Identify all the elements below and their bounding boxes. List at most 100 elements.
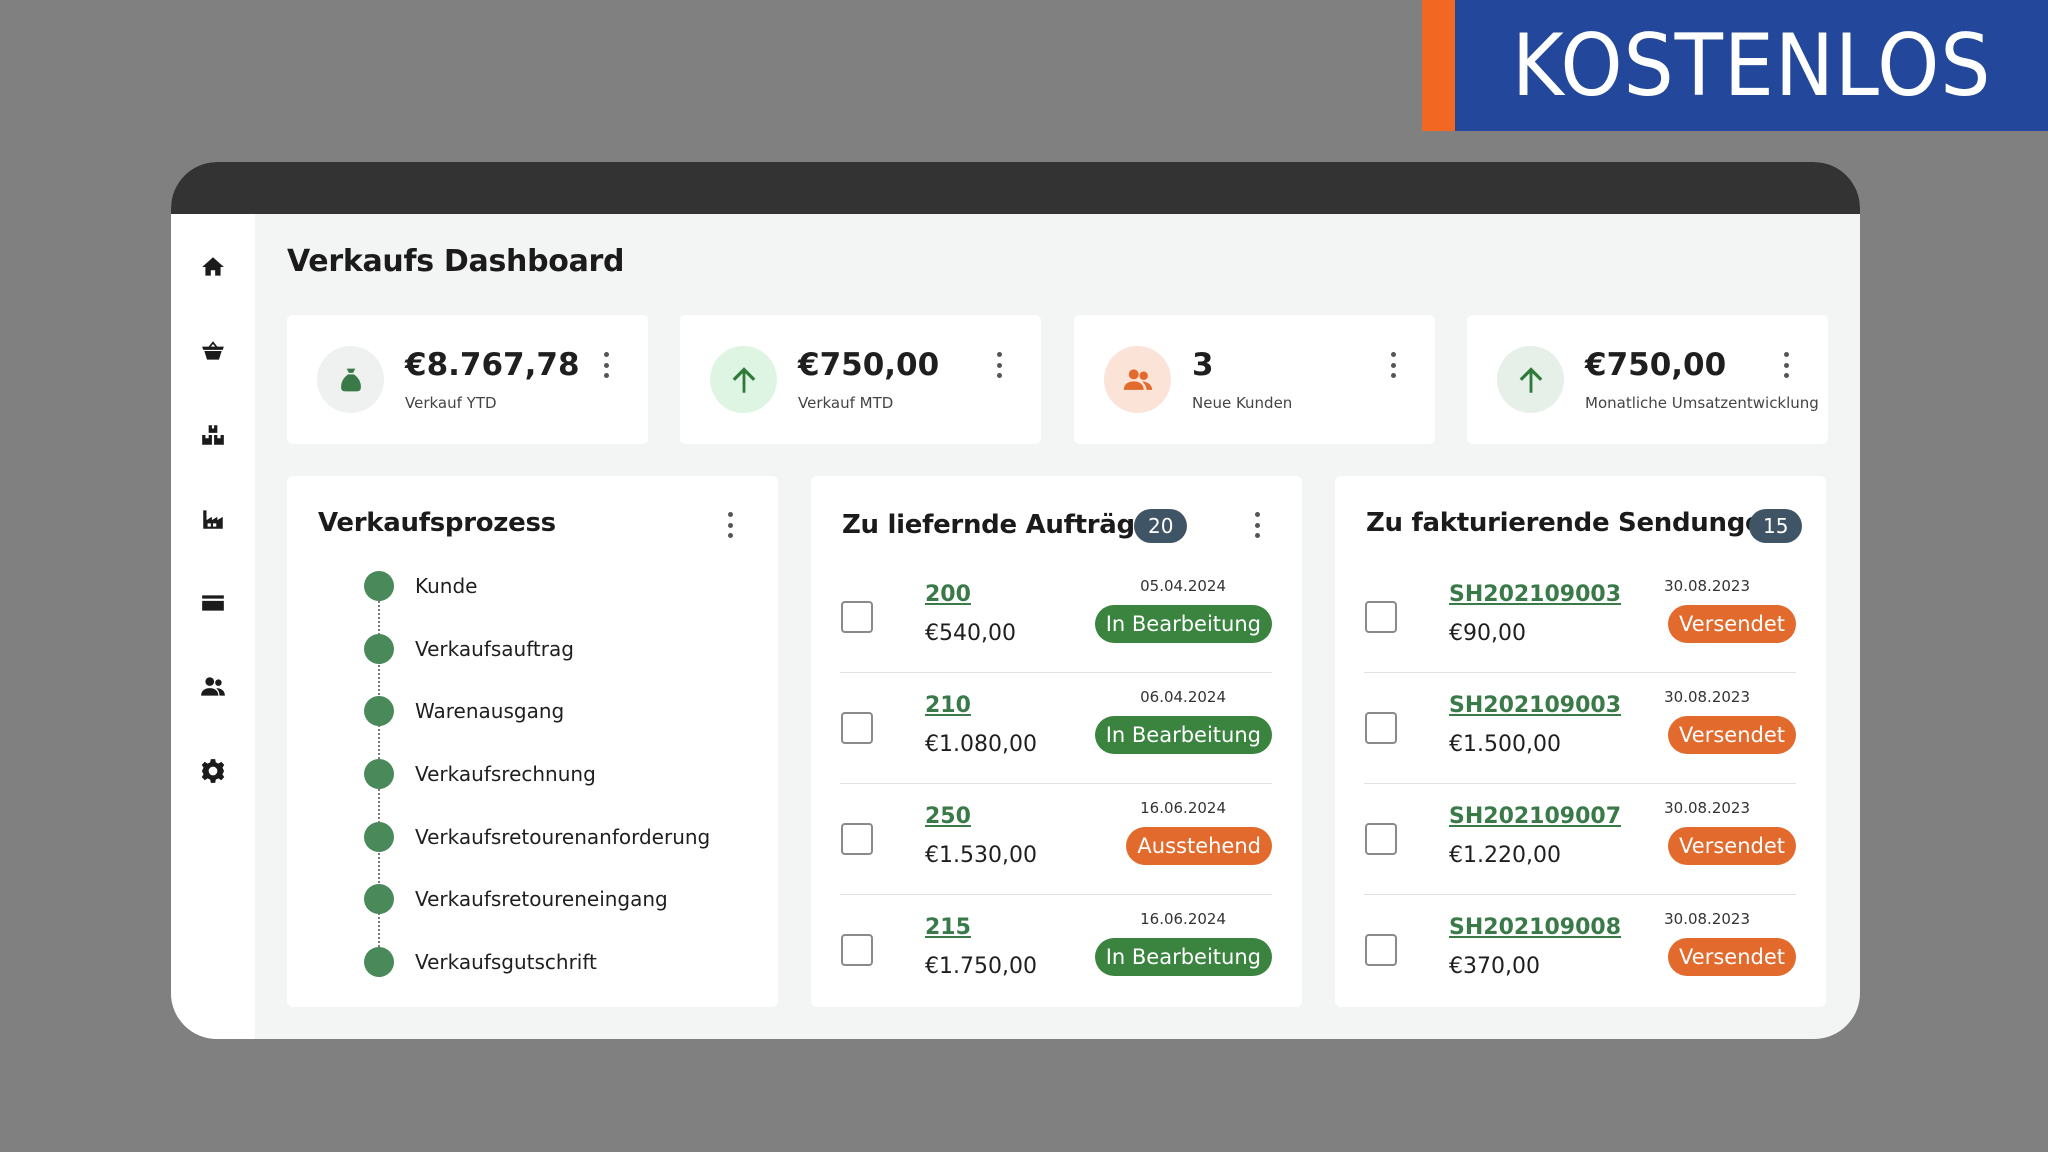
kpi-value: €8.767,78 — [405, 347, 580, 383]
kpi-card-new-customers: 3 Neue Kunden — [1074, 315, 1435, 444]
people-icon — [201, 677, 225, 696]
shipment-date: 30.08.2023 — [1664, 799, 1750, 817]
gear-icon — [201, 759, 225, 783]
row-checkbox[interactable] — [841, 601, 873, 633]
shipment-amount: €90,00 — [1449, 621, 1526, 646]
kpi-more-menu[interactable] — [1388, 352, 1398, 378]
process-step-sales-order[interactable]: Verkaufsauftrag — [364, 634, 574, 664]
order-link[interactable]: 250 — [925, 804, 971, 829]
sidebar-item-settings[interactable] — [193, 751, 233, 791]
step-label: Verkaufsauftrag — [415, 637, 574, 661]
step-label: Verkaufsretoureneingang — [415, 887, 668, 911]
step-dot — [364, 947, 394, 977]
kpi-label: Verkauf YTD — [405, 394, 497, 412]
row-divider — [1364, 783, 1796, 784]
order-link[interactable]: 210 — [925, 693, 971, 718]
shipment-row: SH202109003 €1.500,00 30.08.2023 Versend… — [1364, 673, 1796, 784]
kpi-value: €750,00 — [798, 347, 940, 383]
process-step-goods-issue[interactable]: Warenausgang — [364, 696, 564, 726]
panel-title: Zu liefernde Aufträge — [842, 510, 1153, 540]
shipment-date: 30.08.2023 — [1664, 688, 1750, 706]
app-window: Verkaufs Dashboard €8.767,78 Verkauf YTD… — [171, 162, 1860, 1039]
step-dot — [364, 571, 394, 601]
process-step-invoice[interactable]: Verkaufsrechnung — [364, 759, 596, 789]
kpi-more-menu[interactable] — [601, 352, 611, 378]
row-checkbox[interactable] — [1365, 823, 1397, 855]
process-step-return-receipt[interactable]: Verkaufsretoureneingang — [364, 884, 668, 914]
order-date: 16.06.2024 — [1140, 799, 1226, 817]
sidebar-item-production[interactable] — [193, 499, 233, 539]
step-label: Warenausgang — [415, 699, 565, 723]
sidebar-item-payments[interactable] — [193, 583, 233, 623]
shipment-row: SH202109003 €90,00 30.08.2023 Versendet — [1364, 562, 1796, 673]
shipment-link[interactable]: SH202109007 — [1449, 804, 1622, 829]
kpi-label: Verkauf MTD — [798, 394, 894, 412]
status-badge: Versendet — [1668, 605, 1796, 643]
banner-main: KOSTENLOS — [1455, 0, 2048, 131]
order-amount: €540,00 — [925, 621, 1016, 646]
row-checkbox[interactable] — [1365, 934, 1397, 966]
row-checkbox[interactable] — [1365, 712, 1397, 744]
card-icon — [202, 595, 224, 611]
panel-more-menu[interactable] — [725, 512, 735, 538]
row-divider — [840, 894, 1272, 895]
row-divider — [840, 672, 1272, 673]
row-checkbox[interactable] — [841, 712, 873, 744]
arrow-up-icon — [1519, 366, 1542, 393]
shipment-link[interactable]: SH202109003 — [1449, 693, 1622, 718]
step-label: Verkaufsrechnung — [415, 762, 596, 786]
banner-accent-stripe — [1422, 0, 1455, 131]
count-badge: 20 — [1134, 509, 1188, 543]
process-step-credit-memo[interactable]: Verkaufsgutschrift — [364, 947, 597, 977]
shipment-amount: €1.220,00 — [1449, 843, 1561, 868]
kpi-icon-wrap — [1104, 346, 1171, 413]
row-divider — [1364, 894, 1796, 895]
shipment-amount: €1.500,00 — [1449, 732, 1561, 757]
order-amount: €1.080,00 — [925, 732, 1037, 757]
kpi-card-sales-ytd: €8.767,78 Verkauf YTD — [287, 315, 648, 444]
kpi-more-menu[interactable] — [1781, 352, 1791, 378]
kpi-value: 3 — [1192, 347, 1214, 383]
order-link[interactable]: 200 — [925, 582, 971, 607]
shipments-to-invoice-panel: Zu fakturierende Sendungen 15 SH20210900… — [1335, 476, 1826, 1007]
status-badge: Versendet — [1668, 938, 1796, 976]
sidebar-item-home[interactable] — [193, 247, 233, 287]
boxes-icon — [202, 425, 224, 445]
home-icon — [202, 257, 224, 276]
arrow-up-icon — [732, 366, 755, 393]
order-date: 16.06.2024 — [1140, 910, 1226, 928]
row-divider — [1364, 672, 1796, 673]
kpi-label: Neue Kunden — [1192, 394, 1293, 412]
factory-icon — [203, 510, 223, 529]
step-dot — [364, 696, 394, 726]
row-checkbox[interactable] — [1365, 601, 1397, 633]
sidebar-item-inventory[interactable] — [193, 415, 233, 455]
row-checkbox[interactable] — [841, 934, 873, 966]
order-row: 250 €1.530,00 16.06.2024 Ausstehend — [840, 784, 1272, 895]
status-badge: In Bearbeitung — [1094, 605, 1272, 643]
process-step-return-request[interactable]: Verkaufsretourenanforderung — [364, 822, 710, 852]
shipment-link[interactable]: SH202109003 — [1449, 582, 1622, 607]
sidebar-item-customers[interactable] — [193, 667, 233, 707]
status-badge: Versendet — [1668, 716, 1796, 754]
kpi-label: Monatliche Umsatzentwicklung — [1585, 394, 1819, 412]
count-badge: 15 — [1749, 509, 1803, 543]
sidebar-item-sales[interactable] — [193, 331, 233, 371]
shipment-row: SH202109007 €1.220,00 30.08.2023 Versend… — [1364, 784, 1796, 895]
money-bag-icon — [340, 368, 361, 391]
process-step-customer[interactable]: Kunde — [364, 571, 477, 601]
sidebar — [171, 214, 255, 1039]
order-row: 200 €540,00 05.04.2024 In Bearbeitung — [840, 562, 1272, 673]
panel-more-menu[interactable] — [1252, 512, 1262, 538]
kpi-more-menu[interactable] — [994, 352, 1004, 378]
step-dot — [364, 759, 394, 789]
kpi-icon-wrap — [710, 346, 777, 413]
shipment-link[interactable]: SH202109008 — [1449, 915, 1622, 940]
panel-title: Zu fakturierende Sendungen — [1366, 508, 1781, 538]
order-link[interactable]: 215 — [925, 915, 971, 940]
customers-icon — [1123, 368, 1152, 390]
row-checkbox[interactable] — [841, 823, 873, 855]
orders-to-deliver-panel: Zu liefernde Aufträge 20 200 €540,00 05.… — [811, 476, 1302, 1007]
step-label: Verkaufsgutschrift — [415, 950, 597, 974]
window-titlebar — [171, 162, 1860, 214]
